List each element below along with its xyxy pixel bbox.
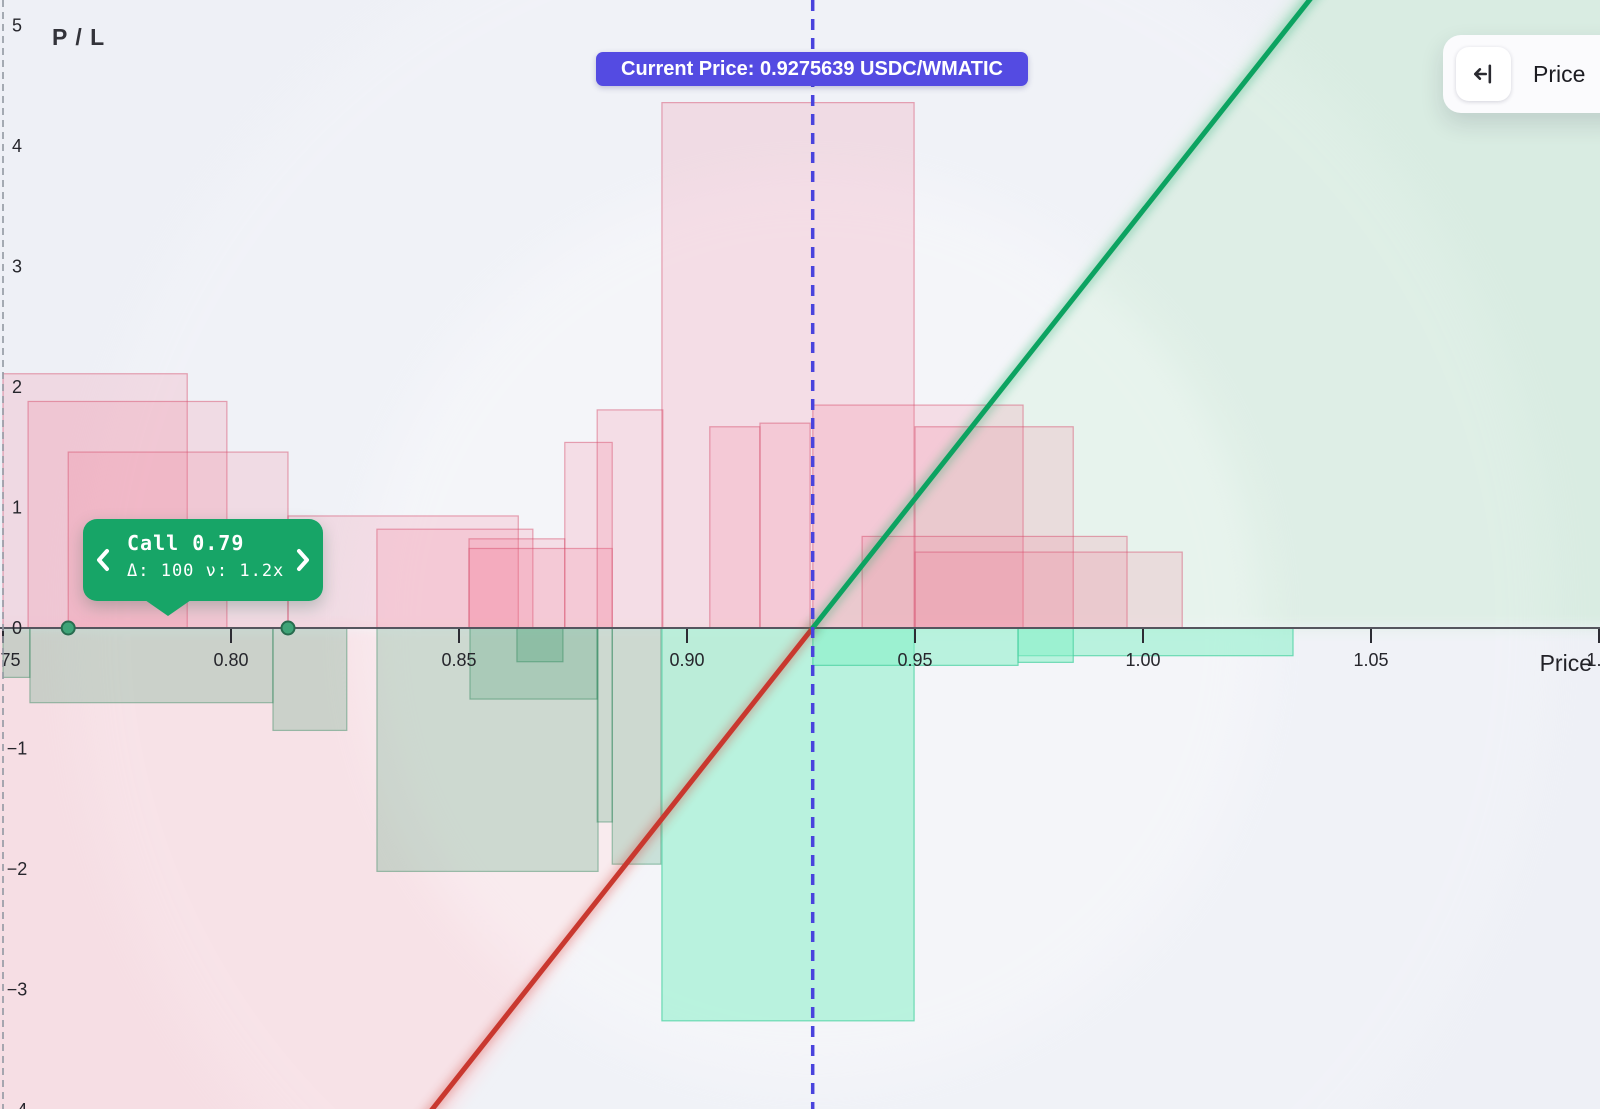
- long-position-bar[interactable]: [376, 627, 599, 873]
- current-price-badge: Current Price: 0.9275639 USDC/WMATIC: [596, 52, 1028, 86]
- y-tick-label: 1: [12, 498, 22, 518]
- arrow-left-to-bar-icon: [1473, 64, 1491, 84]
- tooltip-pointer: [145, 600, 191, 616]
- payoff-line-gain: [810, 0, 1313, 631]
- long-position-bar[interactable]: [272, 627, 348, 732]
- y-tick-label: −4: [7, 1100, 28, 1109]
- y-tick-label: 4: [12, 136, 22, 156]
- x-tick-label: 1.00: [1125, 650, 1160, 670]
- long-position-bar[interactable]: [29, 627, 274, 704]
- x-tick-label: 0.95: [897, 650, 932, 670]
- tooltip-title: Call 0.79: [127, 531, 245, 555]
- range-handle[interactable]: [60, 620, 76, 636]
- price-axis-title: Price: [1539, 650, 1592, 676]
- short-position-bar[interactable]: [709, 426, 761, 629]
- short-position-bar[interactable]: [468, 547, 613, 629]
- x-tick-label: 0.80: [213, 650, 248, 670]
- tooltip-details: Δ: 100 ν: 1.2x: [127, 561, 285, 581]
- long-position-bar[interactable]: [596, 627, 613, 823]
- price-toggle-card: Price: [1443, 35, 1600, 113]
- payoff-line-loss: [429, 625, 816, 1109]
- y-tick-label: −3: [7, 980, 28, 1000]
- y-tick-label: 3: [12, 257, 22, 277]
- x-tick-label: 1.1: [1586, 650, 1600, 670]
- position-tooltip: Call 0.79 Δ: 100 ν: 1.2x: [83, 519, 323, 616]
- range-handle[interactable]: [280, 620, 296, 636]
- prev-position-chevron-icon[interactable]: [94, 547, 112, 573]
- y-tick-label: −2: [7, 859, 28, 879]
- short-position-bar[interactable]: [914, 551, 1183, 629]
- long-position-bar-bright[interactable]: [661, 627, 915, 1022]
- short-position-bar[interactable]: [759, 422, 811, 629]
- y-tick-label: 5: [12, 16, 22, 36]
- short-position-bar[interactable]: [564, 441, 613, 629]
- next-position-chevron-icon[interactable]: [294, 547, 312, 573]
- long-position-bar[interactable]: [516, 627, 564, 663]
- collapse-panel-button[interactable]: [1456, 47, 1511, 101]
- y-tick-label: −1: [7, 739, 28, 759]
- long-position-bar[interactable]: [469, 627, 598, 700]
- short-position-bar[interactable]: [468, 538, 566, 629]
- pl-axis-title: P / L: [52, 24, 106, 50]
- x-tick-label: 1.05: [1353, 650, 1388, 670]
- x-tick-label: 0.75: [0, 650, 21, 670]
- x-tick-label: 0.85: [441, 650, 476, 670]
- y-tick-label: 2: [12, 377, 22, 397]
- price-toggle-label[interactable]: Price: [1533, 60, 1586, 87]
- long-position-bar-bright[interactable]: [1017, 627, 1074, 663]
- short-position-bar[interactable]: [661, 102, 915, 629]
- short-position-bar[interactable]: [596, 409, 664, 629]
- y-tick-label: 0: [12, 618, 22, 638]
- long-position-bar[interactable]: [2, 627, 31, 679]
- current-price-badge-text: Current Price: 0.9275639 USDC/WMATIC: [621, 57, 1003, 80]
- x-tick-label: 0.90: [669, 650, 704, 670]
